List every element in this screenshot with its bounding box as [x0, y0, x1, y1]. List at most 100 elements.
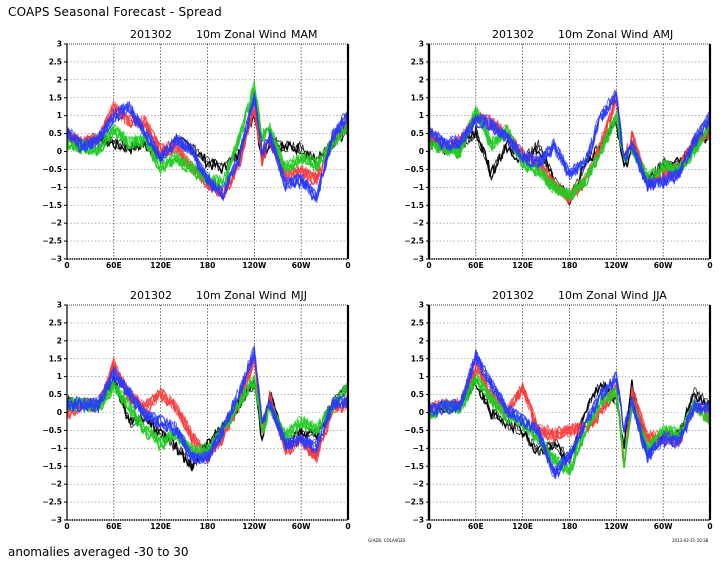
- chart-panel-mam: 201302 10m Zonal Wind MAM 3 2.5 2 1.5 1 0.5 0 −0.5…: [42, 28, 350, 270]
- series-line-blue: [429, 354, 710, 477]
- x-tick-label: 0: [707, 522, 712, 531]
- y-tick-label: −2.5: [404, 237, 424, 246]
- x-tick-label: 60E: [468, 522, 484, 531]
- chart-title-part: 201302: [492, 289, 534, 302]
- x-tick-label: 0: [426, 261, 431, 270]
- chart-panel-mjj: 201302 10m Zonal Wind MJJ 3 2.5 2 1.5 1 0.5 0 −0.5…: [42, 289, 350, 531]
- x-tick-label: 120W: [604, 522, 629, 531]
- y-tick-label: −2: [50, 480, 62, 489]
- x-tick-label: 120E: [512, 261, 533, 270]
- series-line-green: [429, 371, 710, 471]
- y-tick-label: 1: [419, 111, 424, 120]
- x-tick-label: 0: [64, 261, 69, 270]
- y-tick-label: −2.5: [404, 498, 424, 507]
- timestamp: 2013-03-11-10:38: [672, 538, 709, 543]
- y-tick-label: 2.5: [411, 57, 424, 66]
- y-tick-label: −2.5: [42, 237, 62, 246]
- y-tick-label: 0.5: [49, 129, 62, 138]
- series-line-black: [67, 114, 348, 170]
- x-tick-label: 0: [345, 261, 350, 270]
- x-tick-label: 0: [707, 261, 712, 270]
- y-tick-label: −3: [412, 255, 424, 264]
- y-tick-label: −2.5: [42, 498, 62, 507]
- series-line-green: [67, 82, 348, 187]
- y-tick-label: −3: [50, 255, 62, 264]
- y-tick-label: 3: [419, 301, 424, 310]
- x-tick-label: 60W: [292, 522, 311, 531]
- x-tick-label: 0: [64, 522, 69, 531]
- y-tick-label: 3: [57, 40, 62, 49]
- series-line-green: [67, 376, 348, 458]
- x-tick-label: 120W: [242, 522, 267, 531]
- y-tick-label: −1.5: [42, 201, 62, 210]
- y-tick-label: 2: [419, 75, 424, 84]
- series-group: [429, 89, 710, 207]
- y-tick-label: −0.5: [404, 165, 424, 174]
- series-line-black: [67, 109, 348, 172]
- y-tick-label: 1: [57, 372, 62, 381]
- y-tick-label: 0: [57, 408, 62, 417]
- y-tick-label: 1.5: [49, 354, 62, 363]
- chart-title-part: 201302: [130, 28, 172, 41]
- series-line-blue: [429, 90, 710, 191]
- x-tick-label: 0: [426, 522, 431, 531]
- chart-title-part: 201302: [492, 28, 534, 41]
- x-tick-label: 60W: [654, 261, 673, 270]
- series-line-blue: [67, 345, 348, 461]
- series-line-blue: [429, 98, 710, 188]
- y-tick-label: −3: [50, 516, 62, 525]
- y-tick-label: 0.5: [411, 129, 424, 138]
- x-tick-label: 60E: [106, 522, 122, 531]
- y-tick-label: 1.5: [411, 354, 424, 363]
- y-tick-label: 1: [57, 111, 62, 120]
- y-tick-label: 3: [419, 40, 424, 49]
- x-tick-label: 120E: [150, 522, 171, 531]
- y-tick-label: 2.5: [49, 318, 62, 327]
- x-tick-label: 120E: [512, 522, 533, 531]
- series-line-blue: [429, 357, 710, 473]
- series-line-blue: [67, 97, 348, 201]
- x-tick-label: 120W: [242, 261, 267, 270]
- y-tick-label: 1.5: [411, 93, 424, 102]
- y-tick-label: −2: [50, 219, 62, 228]
- x-tick-label: 180: [562, 522, 578, 531]
- x-tick-label: 0: [345, 522, 350, 531]
- chart-title-part: 10m Zonal Wind: [558, 28, 648, 41]
- x-tick-label: 120W: [604, 261, 629, 270]
- grads-credit: GrADS: COLA/IGES: [368, 538, 406, 543]
- y-tick-label: 1.5: [49, 93, 62, 102]
- chart-title-part: 10m Zonal Wind: [196, 28, 286, 41]
- y-tick-label: −1.5: [404, 462, 424, 471]
- y-tick-label: −1: [412, 444, 424, 453]
- series-group: [67, 79, 348, 203]
- series-line-blue: [67, 354, 348, 464]
- main-title: COAPS Seasonal Forecast - Spread: [8, 5, 222, 19]
- series-group: [67, 345, 348, 472]
- y-tick-label: 2: [57, 336, 62, 345]
- y-tick-label: 0: [419, 147, 424, 156]
- y-tick-label: 0: [57, 147, 62, 156]
- y-tick-label: −3: [412, 516, 424, 525]
- y-tick-label: −1: [50, 444, 62, 453]
- series-line-green: [429, 372, 710, 474]
- y-tick-label: 2.5: [411, 318, 424, 327]
- chart-title-part: MJJ: [291, 289, 307, 302]
- chart-panel-jja: 201302 10m Zonal Wind JJA 3 2.5 2 1.5 1 0.5 0 −0.5…: [404, 289, 712, 531]
- x-tick-label: 60W: [292, 261, 311, 270]
- chart-title-part: AMJ: [653, 28, 673, 41]
- y-tick-label: 2: [57, 75, 62, 84]
- x-tick-label: 60E: [106, 261, 122, 270]
- series-group: [429, 348, 710, 479]
- y-tick-label: −0.5: [42, 165, 62, 174]
- x-tick-label: 180: [562, 261, 578, 270]
- series-line-red: [67, 101, 348, 199]
- series-line-blue: [67, 346, 348, 465]
- series-line-blue: [67, 91, 348, 201]
- y-tick-label: −1.5: [42, 462, 62, 471]
- x-tick-label: 60W: [654, 522, 673, 531]
- series-line-green: [429, 108, 710, 197]
- series-line-green: [429, 376, 710, 476]
- y-tick-label: 2: [419, 336, 424, 345]
- y-tick-label: −0.5: [42, 426, 62, 435]
- y-tick-label: −0.5: [404, 426, 424, 435]
